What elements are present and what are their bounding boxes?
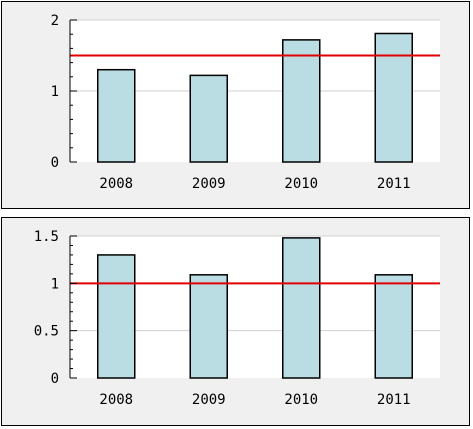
chart-panel-bottom: 0 0.5 1 1.5 2008 2009 2010 2011 — [1, 217, 470, 426]
x-tick-label-2010: 2010 — [284, 176, 318, 192]
bar-2011 — [374, 274, 413, 379]
bar-chart-bottom: 0 0.5 1 1.5 2008 2009 2010 2011 — [34, 229, 440, 408]
y-tick-label: 0.5 — [34, 324, 59, 340]
chart-1-content: 0 0.5 1 1.5 2008 2009 2010 2011 — [34, 229, 440, 408]
bar-2009 — [189, 74, 228, 163]
y-tick-label: 1.5 — [34, 229, 59, 245]
bar-2011 — [374, 32, 413, 163]
x-tick-label-2008: 2008 — [99, 176, 133, 192]
bar-chart-top: 0 1 2 2008 2009 2010 2011 — [51, 13, 440, 192]
bar-2010 — [282, 237, 321, 379]
bar-2008 — [97, 68, 136, 163]
x-tick-label-2008: 2008 — [99, 392, 133, 408]
chart-0-content: 0 1 2 2008 2009 2010 2011 — [51, 13, 440, 192]
x-tick-label-2010: 2010 — [284, 392, 318, 408]
y-tick-label: 0 — [51, 371, 59, 387]
x-tick-label-2011: 2011 — [377, 392, 411, 408]
x-tick-label-2009: 2009 — [192, 392, 226, 408]
y-tick-label: 1 — [51, 84, 59, 100]
chart-panel-top: 0 1 2 2008 2009 2010 2011 — [1, 1, 470, 209]
y-tick-label: 2 — [51, 13, 59, 29]
bar-2008 — [97, 254, 136, 379]
y-tick-label: 1 — [51, 276, 59, 292]
x-tick-label-2009: 2009 — [192, 176, 226, 192]
y-tick-label: 0 — [51, 155, 59, 171]
bar-2010 — [282, 39, 321, 163]
bar-2009 — [189, 274, 228, 379]
x-tick-label-2011: 2011 — [377, 176, 411, 192]
